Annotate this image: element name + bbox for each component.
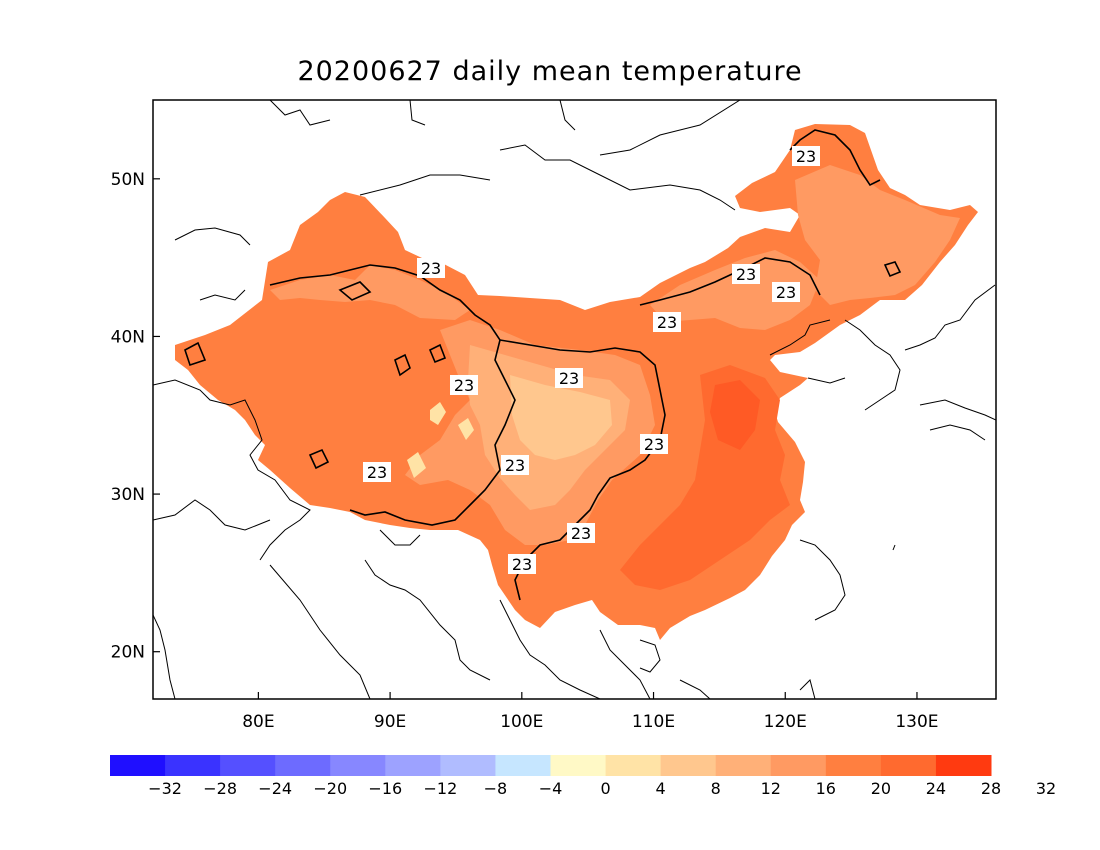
y-tick-label: 20N: [111, 643, 145, 663]
contour-label: 23: [363, 462, 391, 482]
svg-text:23: 23: [505, 456, 525, 475]
temperature-field-spot-cool-1: [430, 402, 446, 425]
contour-label: 23: [508, 554, 536, 574]
colorbar-swatch: [660, 755, 717, 776]
colorbar-label: −16: [368, 779, 402, 798]
x-tick-label: 120E: [764, 712, 807, 732]
svg-text:23: 23: [512, 555, 532, 574]
colorbar-swatch: [385, 755, 441, 776]
colorbar-swatch: [220, 755, 276, 776]
contour-labels: 23 23 23 23 23 23 23 23 23 23 23 23: [363, 146, 820, 574]
svg-text:23: 23: [421, 259, 441, 278]
contour-label: 23: [555, 368, 583, 388]
svg-text:23: 23: [796, 147, 816, 166]
contour-label: 23: [640, 434, 668, 454]
contour-label: 23: [501, 455, 529, 475]
colorbar-swatch: [605, 755, 662, 776]
colorbar-swatch: [825, 755, 882, 776]
colorbar-swatch: [440, 755, 496, 776]
contour-label: 23: [417, 258, 445, 278]
colorbar-label: 16: [816, 779, 836, 798]
colorbar-label: −32: [148, 779, 182, 798]
svg-text:23: 23: [776, 283, 796, 302]
temperature-field-manchuria: [795, 165, 960, 305]
temperature-field-northeast-band: [650, 250, 820, 330]
colorbar-swatch: [275, 755, 331, 776]
temperature-field-spot-cool-3: [407, 452, 426, 478]
contour-label: 23: [567, 523, 595, 543]
svg-text:23: 23: [367, 463, 387, 482]
colorbar-swatch: [165, 755, 221, 776]
colorbar-label: −8: [484, 779, 508, 798]
colorbar-swatch: [770, 755, 827, 776]
colorbar-label: 4: [656, 779, 666, 798]
svg-text:23: 23: [571, 524, 591, 543]
colorbar-label: 32: [1036, 779, 1056, 798]
x-tick-label: 100E: [500, 712, 543, 732]
y-tick-label: 30N: [111, 485, 145, 505]
svg-text:23: 23: [736, 265, 756, 284]
colorbar-label: 24: [926, 779, 946, 798]
colorbar-swatch: [715, 755, 772, 776]
colorbar-swatch: [935, 755, 992, 776]
colorbar-label: −12: [423, 779, 457, 798]
x-axis: 80E 90E 100E 110E 120E 130E: [242, 692, 939, 732]
colorbar-label: −28: [203, 779, 237, 798]
colorbar-label: 28: [981, 779, 1001, 798]
svg-text:23: 23: [644, 435, 664, 454]
svg-text:23: 23: [454, 376, 474, 395]
colorbar-label: 12: [761, 779, 781, 798]
x-tick-label: 130E: [895, 712, 938, 732]
svg-text:23: 23: [559, 369, 579, 388]
svg-text:23: 23: [657, 313, 677, 332]
colorbar-swatch: [550, 755, 607, 776]
colorbar: −32 −28 −24 −20 −16 −12 −8 −4 0 4 8 12 16 20 24 28 32: [110, 755, 1056, 798]
y-tick-label: 40N: [111, 327, 145, 347]
colorbar-label: −24: [258, 779, 292, 798]
colorbar-swatch: [495, 755, 551, 776]
colorbar-label: 0: [600, 779, 610, 798]
x-tick-label: 90E: [374, 712, 406, 732]
temperature-field-plateau-cool: [510, 375, 612, 460]
colorbar-swatch: [330, 755, 386, 776]
colorbar-label: 20: [871, 779, 891, 798]
map-area: 23 23 23 23 23 23 23 23 23 23 23 23: [153, 100, 996, 699]
temperature-field-hot-spot: [710, 380, 760, 450]
colorbar-swatch: [110, 755, 166, 776]
coastlines: [153, 100, 996, 699]
map-title: 20200627 daily mean temperature: [297, 56, 802, 87]
contour-label: 23: [732, 264, 760, 284]
temperature-field-spot-cool-2: [458, 418, 474, 440]
colorbar-label: −4: [539, 779, 563, 798]
map-frame: [152, 99, 997, 700]
colorbar-swatch: [880, 755, 937, 776]
contour-label: 23: [450, 375, 478, 395]
colorbar-label: 8: [711, 779, 721, 798]
contour-label: 23: [792, 146, 820, 166]
contour-label: 23: [772, 282, 800, 302]
y-tick-label: 50N: [111, 170, 145, 190]
x-tick-label: 80E: [242, 712, 274, 732]
y-axis: 50N 40N 30N 20N: [111, 170, 160, 663]
colorbar-label: −20: [313, 779, 347, 798]
x-tick-label: 110E: [632, 712, 675, 732]
contour-label: 23: [653, 312, 681, 332]
